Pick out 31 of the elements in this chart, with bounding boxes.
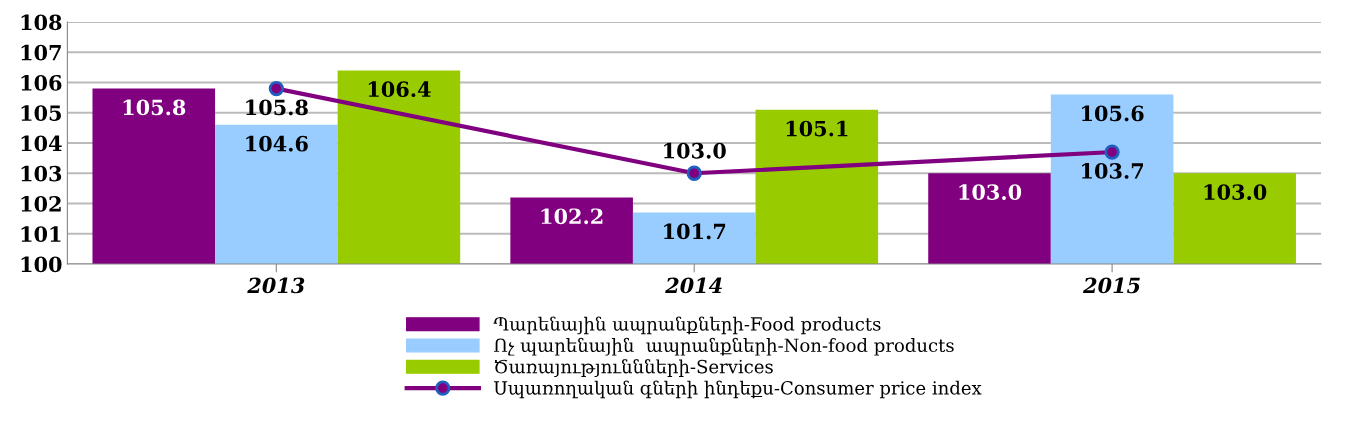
y-tick-label: 102 (21, 195, 61, 212)
legend-label: Ոչ պարենային ապրանքների-Non-food products (493, 337, 954, 356)
legend-label: Սպառողական գների ինդեքս-Consumer price index (493, 380, 982, 399)
point (686, 165, 702, 181)
y-tick-label: 104 (21, 135, 62, 152)
y-tick-label: 106 (21, 74, 62, 91)
data-label: 104.6 (246, 135, 308, 152)
data-label: 105.8 (123, 99, 186, 116)
data-label: 105.8 (246, 99, 308, 116)
x-tick-label: 2014 (665, 277, 722, 294)
x-tick-label: 2013 (247, 277, 305, 294)
legend-label: Պարենային ապրանքների-Food products (493, 316, 881, 335)
data-label: 103.0 (959, 184, 1022, 200)
y-tick-label: 105 (21, 105, 61, 121)
x-tick-label: 2015 (1083, 277, 1140, 294)
data-label: 103.0 (664, 142, 726, 159)
data-label: 103.7 (1082, 163, 1143, 179)
y-tick-label: 103 (21, 165, 62, 182)
data-label: 106.4 (368, 81, 431, 98)
y-tick-label: 101 (21, 226, 61, 242)
data-label: 103.0 (1204, 184, 1267, 200)
point (1104, 144, 1120, 160)
data-label: 102.2 (541, 208, 603, 225)
data-label: 105.1 (786, 120, 848, 137)
y-tick-label: 107 (21, 44, 61, 61)
data-label: 101.7 (664, 223, 726, 240)
y-tick-label: 100 (21, 256, 62, 273)
y-tick-label: 108 (21, 14, 62, 31)
point (268, 80, 284, 97)
legend-label: Ծառայություննների-Services (495, 359, 773, 377)
data-label: 105.6 (1082, 105, 1144, 122)
